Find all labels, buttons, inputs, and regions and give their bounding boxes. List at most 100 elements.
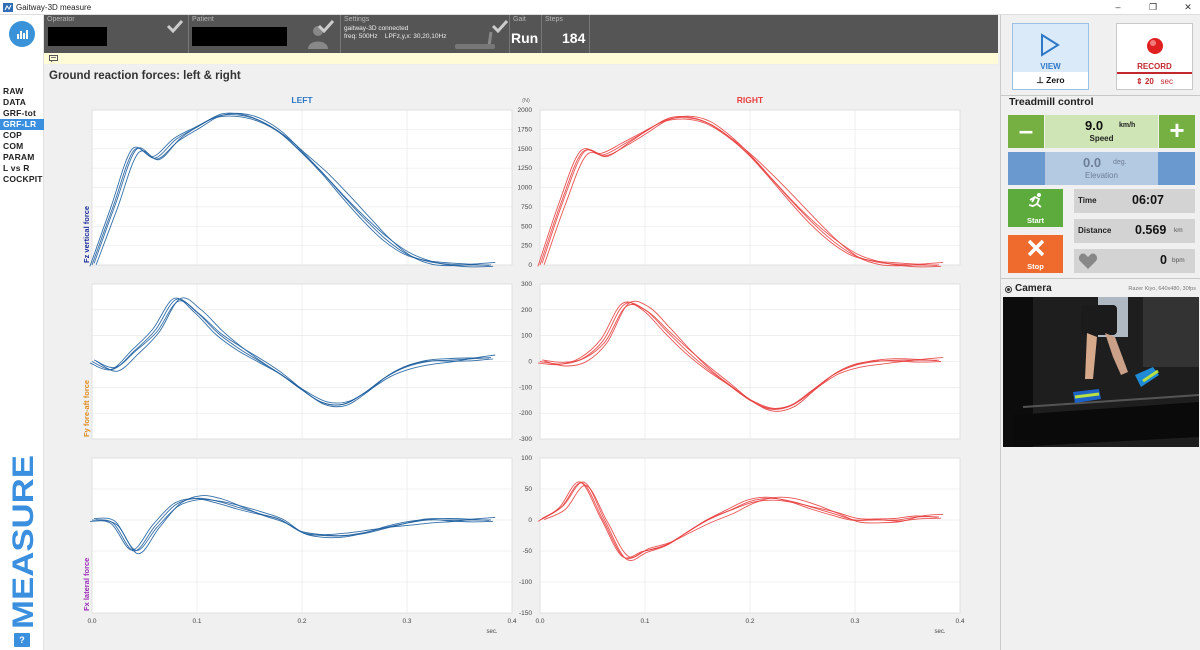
left-series-line	[96, 495, 496, 555]
heart-rate-unit: bpm	[1172, 257, 1185, 264]
gait-value: Run	[511, 30, 539, 46]
left-series-line	[95, 112, 496, 267]
start-label: Start	[1026, 216, 1045, 225]
record-dot-icon	[1147, 38, 1163, 54]
steps-label: Steps	[545, 16, 563, 23]
distance-label: Distance	[1078, 226, 1112, 235]
y-tick-label: 50	[525, 486, 533, 493]
right-panel: VIEW ⊥ Zero RECORD ⇕ 20 sec Treadmill co…	[1000, 15, 1200, 650]
y-tick-label: -100	[519, 384, 532, 391]
note-bar	[44, 53, 998, 65]
record-label: RECORD	[1137, 62, 1172, 71]
nav-item-com[interactable]: COM	[3, 141, 24, 151]
speed-unit: km/h	[1119, 122, 1136, 129]
minimize-button[interactable]: –	[1115, 2, 1121, 12]
right-series-line	[537, 301, 937, 410]
elevation-increase-button[interactable]	[1159, 152, 1195, 185]
y-tick-label: 1750	[518, 126, 533, 133]
app-icon	[3, 3, 13, 12]
restore-button[interactable]: ❐	[1148, 2, 1158, 12]
settings-connection: gaitway-3D connected	[344, 25, 409, 32]
patient-value-redacted	[192, 27, 287, 46]
speed-increase-button[interactable]: +	[1159, 115, 1195, 148]
elevation-label: Elevation	[1085, 171, 1118, 180]
x-tick-label: 0.2	[745, 618, 754, 625]
close-button[interactable]: ✕	[1184, 2, 1192, 12]
right-series-line	[537, 481, 937, 559]
record-button[interactable]: RECORD ⇕ 20 sec	[1116, 23, 1193, 90]
check-icon	[491, 19, 509, 33]
elevation-display: 0.0 deg. Elevation	[1045, 152, 1158, 185]
x-tick-label: 0.0	[87, 618, 96, 625]
camera-feed	[1003, 297, 1199, 447]
x-tick-label: 0.4	[507, 618, 516, 625]
zero-label: Zero	[1046, 75, 1065, 85]
x-tick-label: 0.3	[850, 618, 859, 625]
view-button[interactable]: VIEW ⊥ Zero	[1012, 23, 1089, 90]
operator-field[interactable]: Operator	[44, 15, 189, 53]
right-series-line	[543, 115, 944, 267]
panel-divider	[1001, 95, 1200, 96]
record-seconds: 20	[1144, 77, 1154, 86]
runner-icon	[1028, 193, 1042, 208]
nav-item-grf-lr[interactable]: GRF-LR	[0, 119, 44, 130]
nav-item-data[interactable]: DATA	[3, 97, 27, 107]
left-series-line	[89, 115, 489, 267]
time-display: Time 06:07	[1074, 189, 1195, 213]
y-tick-label: -300	[519, 436, 532, 443]
settings-filter: freq: 500Hz LPFz,y,x: 30,20,10Hz	[344, 33, 447, 40]
nav-item-param[interactable]: PARAM	[3, 152, 35, 162]
y-tick-label: -50	[523, 548, 533, 555]
left-series-line	[94, 498, 494, 551]
speed-value: 9.0	[1085, 118, 1104, 133]
record-duration[interactable]: ⇕ 20 sec	[1117, 72, 1192, 89]
time-label: Time	[1078, 196, 1097, 205]
y-axis-label: Fy fore-aft force	[82, 380, 91, 437]
stepper-icon[interactable]: ⇕	[1136, 77, 1145, 86]
left-series-line	[89, 297, 489, 406]
right-series-line	[539, 482, 940, 560]
speed-control: – 9.0 km/h Speed +	[1008, 115, 1195, 148]
speed-decrease-button[interactable]: –	[1008, 115, 1044, 148]
nav-item-l-vs-r[interactable]: L vs R	[3, 163, 30, 173]
left-nav: RAW DATA GRF-tot GRF-LR COP COM PARAM L …	[0, 15, 44, 650]
patient-field[interactable]: Patient	[189, 15, 341, 53]
operator-value-redacted	[48, 27, 107, 46]
chart-menu-button[interactable]	[9, 21, 35, 47]
nav-item-grf-tot[interactable]: GRF-tot	[3, 108, 37, 118]
left-series-line	[91, 114, 492, 266]
y-tick-label: 250	[521, 243, 532, 250]
bar-chart-icon	[17, 30, 28, 39]
y-tick-label: 1500	[518, 146, 533, 153]
settings-field[interactable]: Settings gaitway-3D connected freq: 500H…	[341, 15, 510, 53]
speed-label: Speed	[1089, 134, 1114, 143]
zero-button[interactable]: ⊥ Zero	[1013, 72, 1088, 89]
stop-button[interactable]: Stop	[1008, 235, 1063, 273]
nav-item-cop[interactable]: COP	[3, 130, 23, 140]
x-tick-label: 0.2	[297, 618, 306, 625]
camera-radio[interactable]	[1005, 286, 1012, 293]
time-value: 06:07	[1132, 193, 1164, 207]
x-tick-label: 0.0	[535, 618, 544, 625]
y-tick-label: 750	[521, 204, 532, 211]
grf-charts: LEFT RIGHT(N)0250500750100012501500175020…	[82, 95, 965, 635]
note-icon[interactable]	[49, 55, 58, 63]
check-icon	[166, 19, 184, 33]
window-title: Gaitway-3D measure	[16, 3, 92, 12]
window-titlebar: Gaitway-3D measure – ❐ ✕	[0, 0, 1200, 15]
right-series-line	[541, 115, 942, 268]
nav-item-cockpit[interactable]: COCKPIT	[3, 174, 43, 184]
gait-label: Gait	[513, 16, 526, 23]
y-tick-label: 0	[528, 517, 532, 524]
left-series-line	[93, 300, 494, 408]
elevation-decrease-button[interactable]	[1008, 152, 1044, 185]
y-tick-label: 500	[521, 223, 532, 230]
left-series-line	[95, 297, 496, 404]
help-button[interactable]: ?	[14, 633, 30, 647]
right-chart-title: RIGHT	[737, 95, 764, 105]
nav-item-raw[interactable]: RAW	[3, 86, 24, 96]
patient-label: Patient	[192, 16, 214, 23]
camera-info: Razer Kiyo, 640x480, 30fps	[1128, 286, 1196, 292]
start-button[interactable]: Start	[1008, 189, 1063, 227]
mode-label: MEASURE	[7, 455, 40, 629]
